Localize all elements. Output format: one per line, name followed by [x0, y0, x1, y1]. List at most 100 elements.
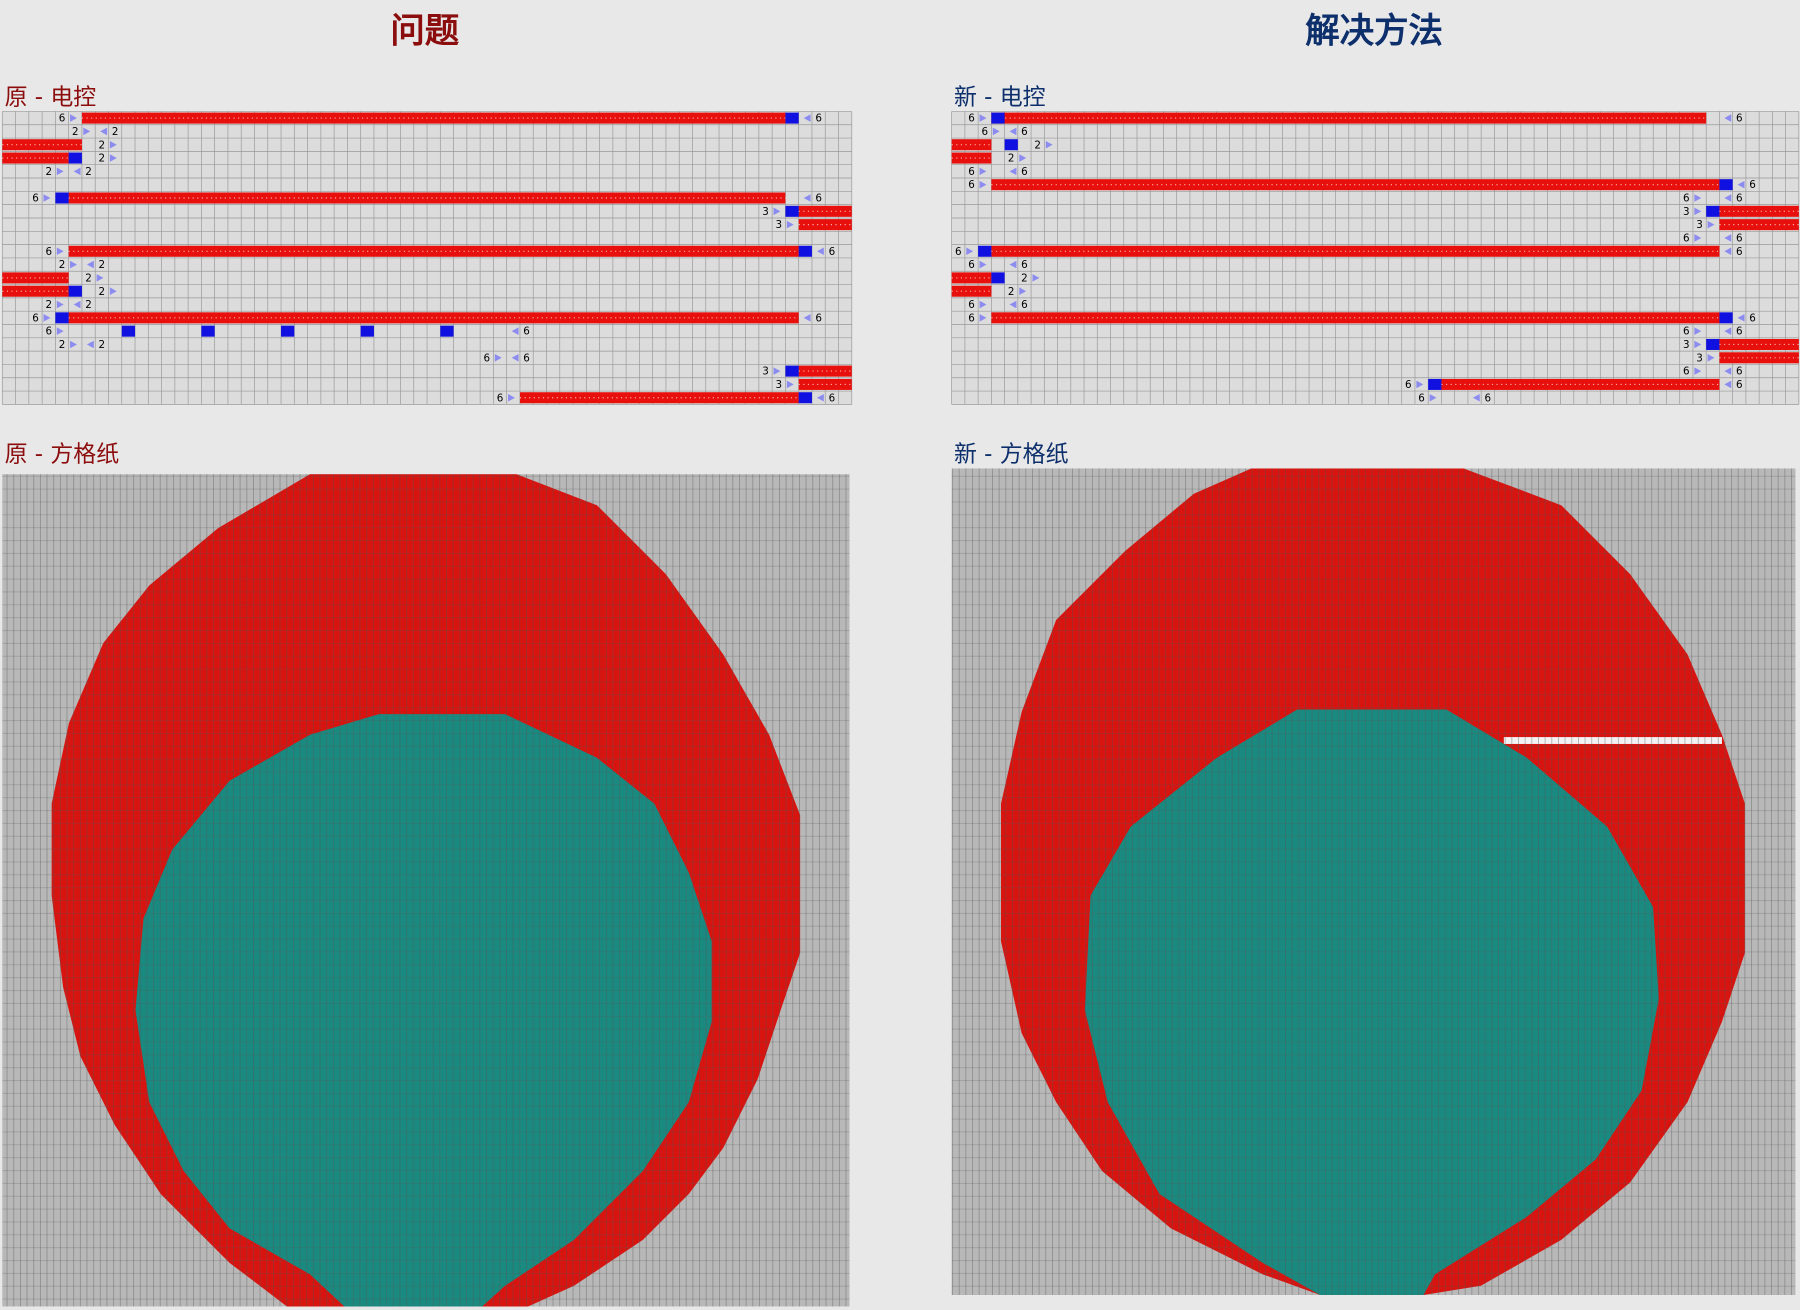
arrow	[786, 380, 794, 389]
arrow	[1694, 194, 1702, 202]
row-label: 6	[1736, 193, 1743, 205]
arrow	[86, 340, 94, 349]
blue-cell	[991, 112, 1005, 124]
blue-cell	[68, 152, 82, 164]
red-stitch-bar	[798, 365, 852, 377]
row-label: 6	[829, 246, 836, 258]
arrow	[1737, 180, 1745, 189]
row-label: 6	[1484, 392, 1491, 404]
blue-cell	[978, 245, 992, 257]
red-stitch-bar	[1719, 219, 1799, 231]
arrow	[1724, 380, 1732, 389]
arrow	[992, 127, 1000, 136]
row-label: 2	[112, 126, 119, 138]
red-stitch-bar	[951, 272, 992, 284]
arrow	[1737, 314, 1745, 322]
blue-cell	[440, 325, 454, 337]
red-stitch-bar	[68, 245, 799, 257]
blue-cell	[55, 312, 69, 324]
arrow	[1416, 380, 1424, 389]
row-label: 6	[1021, 259, 1028, 271]
red-stitch-bar	[1719, 338, 1799, 350]
arrow	[109, 140, 117, 149]
row-label: 6	[497, 392, 504, 404]
left-title: 问题	[390, 12, 459, 52]
arrow	[816, 393, 824, 402]
row-label: 6	[1683, 366, 1690, 378]
arrow	[1694, 327, 1702, 335]
row-label: 6	[32, 312, 39, 324]
red-stitch-bar	[1441, 378, 1720, 390]
red-stitch-bar	[68, 312, 799, 324]
red-stitch-bar	[798, 205, 852, 217]
arrow	[966, 247, 974, 256]
right-title: 解决方法	[1305, 12, 1443, 52]
row-label: 6	[523, 352, 530, 364]
arrow	[70, 114, 77, 122]
arrow	[494, 354, 502, 362]
row-label: 3	[762, 206, 769, 218]
arrow	[1724, 327, 1732, 335]
blue-cell	[798, 245, 812, 257]
arrow	[979, 180, 987, 189]
arrow	[109, 154, 117, 162]
arrow	[100, 127, 108, 136]
row-label: 6	[1683, 193, 1690, 205]
row-label: 2	[99, 286, 106, 298]
arrow	[1724, 247, 1732, 256]
row-label: 6	[59, 113, 66, 125]
red-stitch-bar	[1719, 205, 1799, 217]
row-label: 6	[1736, 113, 1743, 125]
arrow	[511, 327, 519, 335]
row-label: 6	[1736, 233, 1743, 245]
row-label: 2	[85, 272, 92, 284]
arrow	[73, 167, 81, 176]
row-label: 6	[1749, 312, 1756, 324]
red-stitch-bar	[1719, 352, 1799, 364]
arrow	[1707, 354, 1715, 362]
blue-cell	[55, 192, 69, 204]
arrow	[70, 260, 77, 269]
row-label: 2	[45, 299, 52, 311]
row-label: 2	[1021, 272, 1028, 284]
row-label: 6	[955, 246, 962, 258]
blue-cell	[1706, 338, 1720, 350]
row-label: 2	[85, 299, 92, 311]
row-label: 6	[1021, 126, 1028, 138]
arrow	[816, 247, 824, 256]
row-label: 6	[45, 246, 52, 258]
row-label: 6	[1405, 379, 1412, 391]
row-label: 6	[32, 193, 39, 205]
row-label: 3	[775, 219, 782, 231]
blue-cell	[991, 272, 1005, 284]
row-label: 6	[829, 392, 836, 404]
red-stitch-bar	[951, 285, 992, 297]
row-label: 6	[968, 312, 975, 324]
red-stitch-bar	[798, 219, 852, 231]
row-label: 6	[1736, 326, 1743, 338]
arrow	[1694, 367, 1702, 375]
red-stitch-bar	[951, 139, 992, 151]
red-stitch-bar	[991, 245, 1720, 257]
row-label: 6	[981, 126, 988, 138]
blue-cell	[1719, 179, 1733, 191]
arrow	[979, 260, 987, 269]
row-label: 2	[59, 339, 66, 351]
blue-cell	[121, 325, 136, 337]
blue-cell	[785, 205, 799, 217]
row-label: 2	[59, 259, 66, 271]
arrow	[1724, 114, 1732, 122]
arrow	[1045, 140, 1053, 149]
arrow	[1694, 207, 1702, 216]
arrow	[56, 327, 64, 335]
right-grid-paper	[951, 468, 1796, 1295]
row-label: 2	[85, 166, 92, 178]
arrow	[979, 167, 987, 176]
blue-cell	[281, 325, 295, 337]
arrow	[1472, 393, 1480, 402]
blue-cell	[1004, 139, 1018, 151]
grid-title: 原 - 方格纸	[5, 442, 120, 468]
row-label: 2	[1008, 153, 1015, 165]
arrow	[1009, 127, 1017, 136]
